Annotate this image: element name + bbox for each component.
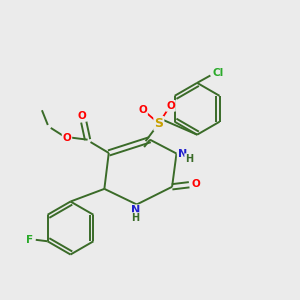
Text: O: O bbox=[138, 105, 147, 115]
Text: S: S bbox=[154, 117, 163, 130]
Text: O: O bbox=[63, 133, 71, 143]
Text: O: O bbox=[166, 101, 175, 111]
Text: H: H bbox=[185, 154, 193, 164]
Text: N: N bbox=[131, 206, 140, 215]
Text: Cl: Cl bbox=[213, 68, 224, 78]
Text: N: N bbox=[178, 148, 187, 158]
Text: F: F bbox=[26, 235, 33, 245]
Text: H: H bbox=[131, 213, 139, 223]
Text: O: O bbox=[78, 110, 87, 121]
Text: O: O bbox=[191, 179, 200, 189]
